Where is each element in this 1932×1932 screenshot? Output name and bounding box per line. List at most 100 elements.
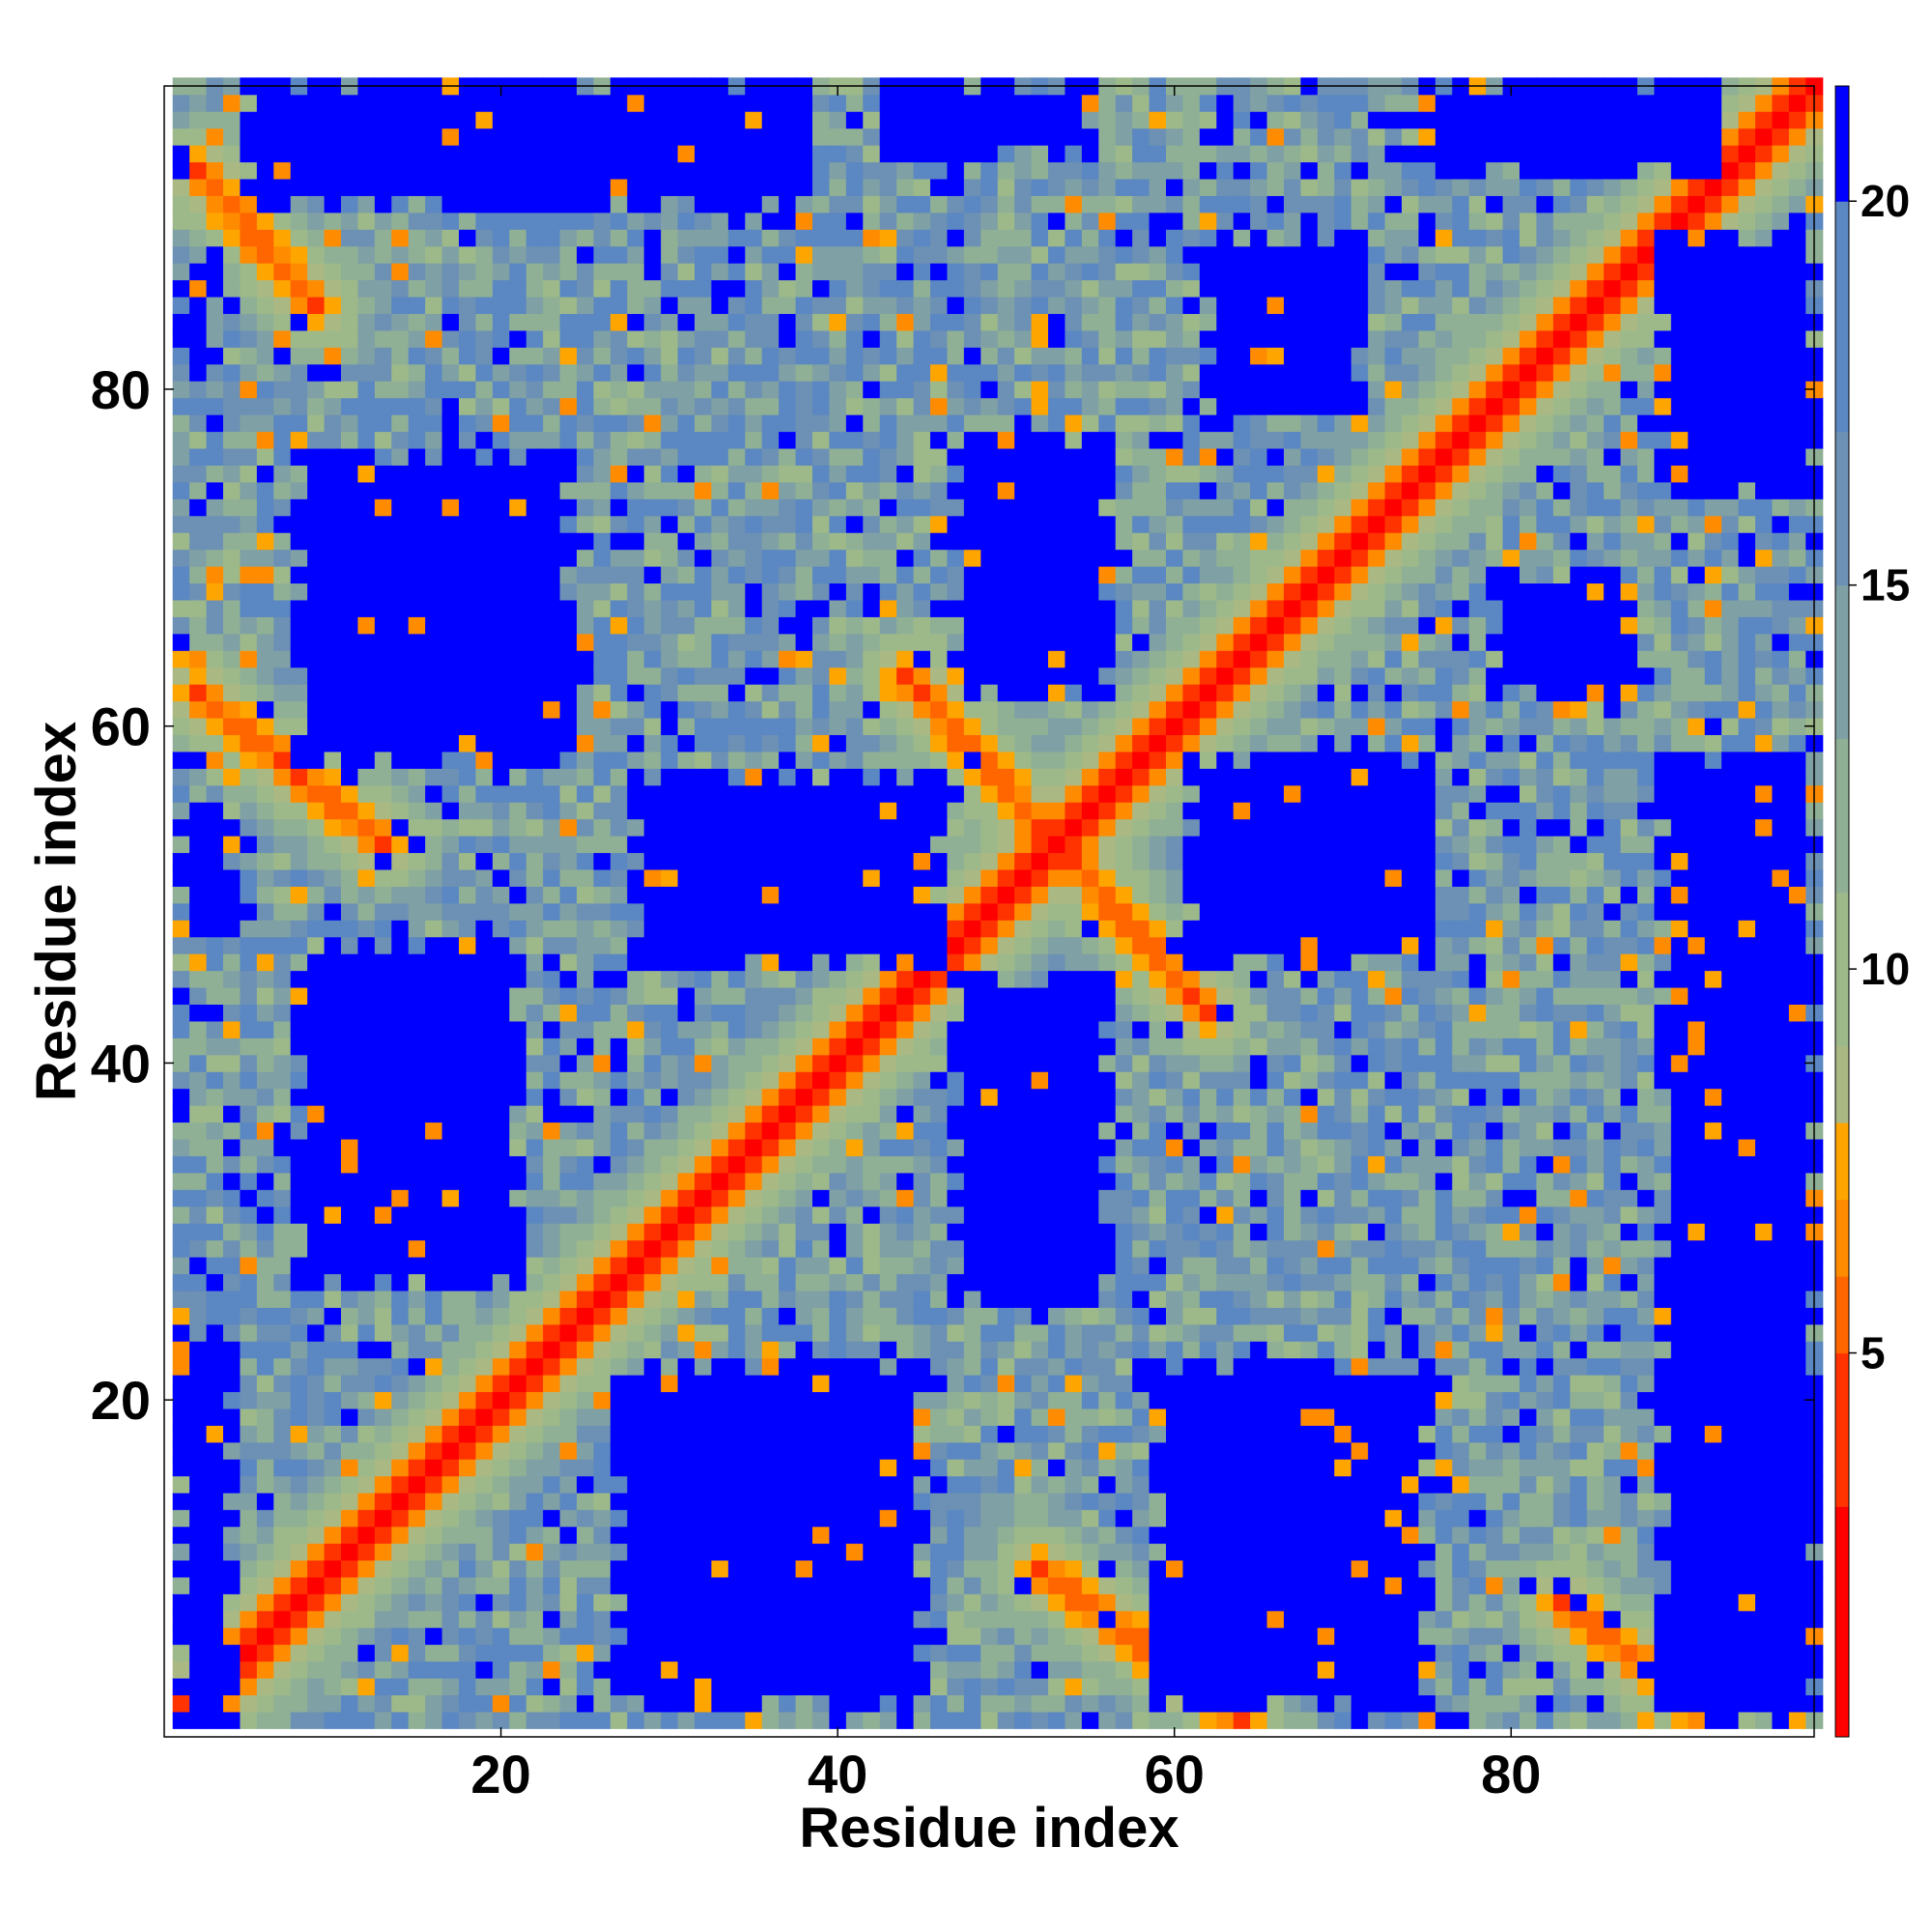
heatmap-cell — [711, 178, 729, 196]
heatmap-cell — [829, 128, 847, 146]
heatmap-cell — [695, 1627, 713, 1645]
heatmap-cell — [357, 802, 376, 820]
heatmap-cell — [273, 431, 292, 449]
heatmap-cell — [845, 229, 864, 247]
heatmap-cell — [475, 498, 494, 517]
heatmap-cell — [829, 1105, 847, 1123]
heatmap-cell — [963, 650, 981, 668]
heatmap-cell — [441, 768, 460, 786]
heatmap-cell — [829, 1155, 847, 1174]
heatmap-cell — [475, 1290, 494, 1308]
heatmap-cell — [441, 1526, 460, 1545]
heatmap-cell — [559, 532, 578, 551]
heatmap-cell — [273, 1459, 292, 1477]
heatmap-cell — [290, 447, 308, 466]
heatmap-cell — [559, 1172, 578, 1190]
heatmap-cell — [913, 970, 931, 988]
heatmap-cell — [963, 700, 981, 719]
heatmap-cell — [189, 734, 208, 753]
heatmap-cell — [963, 868, 981, 887]
heatmap-cell — [172, 1661, 190, 1679]
heatmap-cell — [761, 447, 780, 466]
heatmap-cell — [577, 94, 595, 112]
heatmap-cell — [947, 1357, 965, 1376]
heatmap-cell — [307, 1071, 326, 1090]
heatmap-cell — [459, 431, 477, 449]
heatmap-cell — [627, 431, 645, 449]
heatmap-cell — [273, 1323, 292, 1342]
heatmap-cell — [172, 1054, 190, 1072]
heatmap-cell — [256, 313, 274, 331]
heatmap-cell — [779, 279, 797, 298]
heatmap-cell — [341, 1122, 359, 1140]
heatmap-cell — [172, 94, 190, 112]
heatmap-cell — [223, 836, 242, 854]
heatmap-cell — [543, 465, 561, 483]
heatmap-cell — [963, 599, 981, 617]
heatmap-cell — [997, 1577, 1015, 1595]
heatmap-cell — [913, 1577, 931, 1595]
heatmap-cell — [593, 1492, 611, 1511]
heatmap-cell — [357, 1189, 376, 1208]
heatmap-cell — [290, 1711, 308, 1729]
heatmap-cell — [795, 566, 813, 584]
heatmap-cell — [947, 818, 965, 837]
heatmap-cell — [593, 1357, 611, 1376]
heatmap-cell — [307, 1357, 326, 1376]
heatmap-cell — [913, 1172, 931, 1190]
heatmap-cell — [812, 1341, 831, 1359]
heatmap-cell — [997, 447, 1015, 466]
heatmap-cell — [896, 684, 915, 702]
heatmap-cell — [425, 667, 443, 685]
heatmap-cell — [223, 1122, 242, 1140]
heatmap-cell — [829, 1661, 847, 1679]
heatmap-cell — [947, 145, 965, 163]
heatmap-cell — [526, 1677, 544, 1695]
heatmap-cell — [425, 1037, 443, 1056]
heatmap-cell — [475, 347, 494, 365]
heatmap-cell — [492, 852, 510, 870]
heatmap-cell — [677, 128, 696, 146]
heatmap-cell — [307, 329, 326, 348]
heatmap-cell — [324, 734, 342, 753]
heatmap-cell — [374, 1341, 392, 1359]
heatmap-cell — [307, 599, 326, 617]
heatmap-cell — [577, 1526, 595, 1545]
heatmap-cell — [845, 751, 864, 769]
heatmap-cell — [459, 566, 477, 584]
heatmap-cell — [593, 1627, 611, 1645]
heatmap-cell — [593, 566, 611, 584]
heatmap-cell — [727, 1172, 746, 1190]
heatmap-cell — [795, 868, 813, 887]
heatmap-cell — [526, 1644, 544, 1662]
heatmap-cell — [812, 1509, 831, 1527]
heatmap-cell — [779, 431, 797, 449]
heatmap-cell — [795, 498, 813, 517]
heatmap-cell — [341, 229, 359, 247]
heatmap-cell — [727, 145, 746, 163]
heatmap-cell — [543, 633, 561, 651]
heatmap-cell — [492, 1391, 510, 1409]
heatmap-cell — [879, 1543, 897, 1561]
heatmap-cell — [223, 751, 242, 769]
heatmap-cell — [593, 1459, 611, 1477]
heatmap-cell — [845, 1425, 864, 1443]
heatmap-cell — [677, 868, 696, 887]
heatmap-cell — [492, 768, 510, 786]
heatmap-cell — [727, 886, 746, 904]
heatmap-cell — [324, 1694, 342, 1713]
heatmap-cell — [1014, 920, 1033, 938]
heatmap-cell — [492, 1644, 510, 1662]
heatmap-cell — [930, 1475, 949, 1493]
heatmap-cell — [963, 1577, 981, 1595]
heatmap-cell — [661, 1711, 679, 1729]
heatmap-cell — [256, 768, 274, 786]
heatmap-cell — [727, 178, 746, 196]
heatmap-cell — [930, 953, 949, 972]
heatmap-cell — [1014, 1138, 1033, 1156]
heatmap-cell — [577, 902, 595, 921]
heatmap-cell — [930, 1088, 949, 1106]
heatmap-cell — [509, 768, 527, 786]
heatmap-cell — [459, 397, 477, 415]
heatmap-cell — [761, 633, 780, 651]
